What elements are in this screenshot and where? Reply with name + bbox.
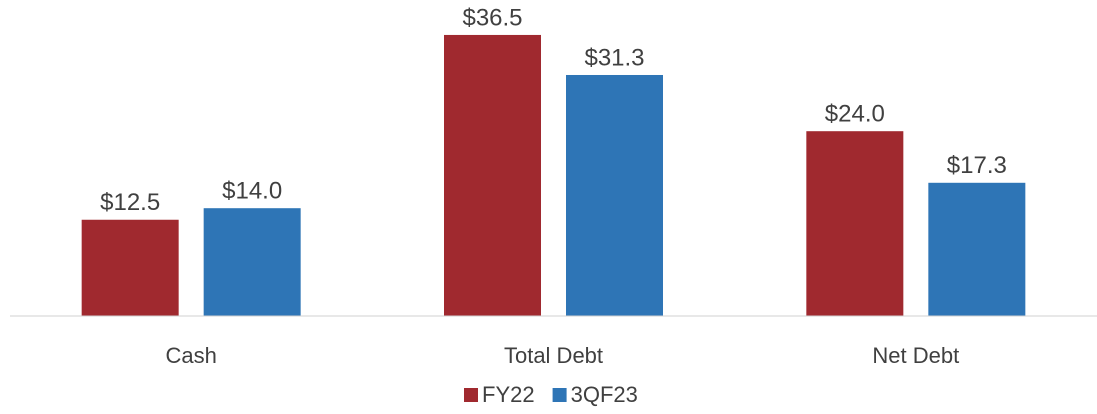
bar xyxy=(566,74,663,317)
value-label: $17.3 xyxy=(947,152,1007,179)
bar xyxy=(81,219,179,316)
value-label: $31.3 xyxy=(584,44,644,71)
legend-swatch xyxy=(464,388,478,402)
value-label: $14.0 xyxy=(222,178,282,205)
bar xyxy=(806,131,904,316)
x-tick-label: Net Debt xyxy=(872,343,959,368)
value-label: $24.0 xyxy=(825,101,885,128)
x-tick-label: Cash xyxy=(165,343,216,368)
bar xyxy=(928,182,1026,316)
bar xyxy=(203,208,301,316)
bar xyxy=(444,34,541,316)
value-label: $36.5 xyxy=(462,4,522,31)
legend-swatch xyxy=(552,388,567,402)
x-tick-label: Total Debt xyxy=(504,343,603,368)
value-label: $12.5 xyxy=(100,189,160,216)
legend-label: FY22 xyxy=(482,382,535,407)
legend-label: 3QF23 xyxy=(571,382,638,407)
